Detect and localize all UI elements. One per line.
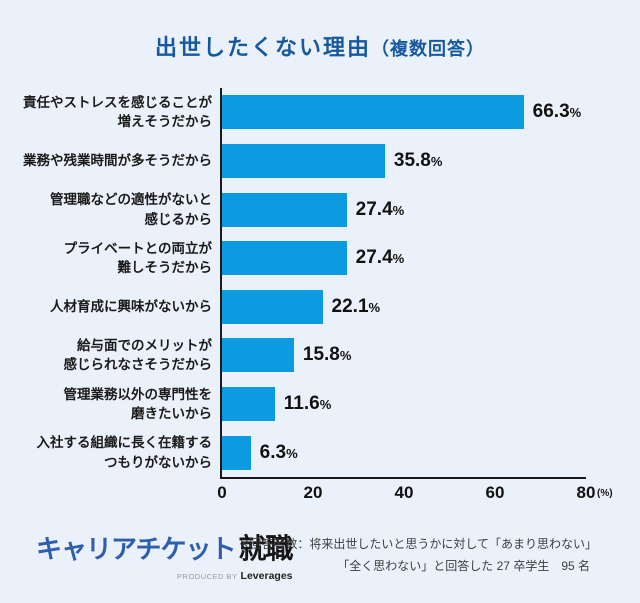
value-label: 66.3%	[532, 101, 582, 123]
chart-title: 出世したくない理由（複数回答）	[0, 30, 640, 62]
bar-row: 責任やストレスを感じることが 増えそうだから 66.3%	[0, 88, 640, 137]
bar-zone: 27.4%	[222, 234, 586, 283]
value-label: 27.4%	[355, 198, 405, 220]
chart-title-paren: （複数回答）	[371, 39, 485, 59]
x-tick-label: 80	[576, 483, 596, 502]
survey-note: ※回答者数：将来出世したいと思うかに対して「あまり思わない」 「全く思わない」と…	[239, 533, 597, 577]
produced-by-label: PRODUCED BY	[177, 572, 238, 581]
value-label: 11.6%	[283, 393, 332, 415]
bar	[222, 95, 524, 130]
logo-suffix-text: 就職	[238, 533, 293, 564]
value-label: 27.4%	[355, 247, 405, 269]
percent-sign: %	[430, 153, 443, 169]
category-label: 給与面でのメリットが 感じられなさそうだから	[63, 337, 213, 373]
horizontal-bar-chart: 責任やストレスを感じることが 増えそうだから 66.3% 業務や残業時間が多そうだから…	[0, 88, 640, 507]
bar	[222, 387, 275, 422]
y-axis-line	[220, 88, 222, 479]
value-label: 6.3%	[259, 441, 298, 463]
percent-sign: %	[569, 105, 582, 121]
bar	[222, 143, 385, 178]
x-axis-line	[220, 477, 586, 479]
x-tick-label: 40	[394, 483, 414, 502]
category-label: 責任やストレスを感じることが 増えそうだから	[23, 94, 212, 130]
bar	[222, 241, 347, 276]
footer: キャリアチケット 就職 PRODUCED BY Leverages ※回答者数：将来…	[0, 513, 640, 603]
percent-sign: %	[319, 397, 332, 413]
bar	[222, 435, 251, 470]
bar-row: 管理業務以外の専門性を 磨きたいから 11.6%	[0, 380, 640, 429]
bar-row: 入社する組織に長く在籍する つもりがないから 6.3%	[0, 428, 640, 477]
bar-row: 管理職などの適性がないと 感じるから 27.4%	[0, 185, 640, 234]
value-label: 35.8%	[393, 149, 443, 171]
bar	[222, 192, 347, 227]
x-tick-label: 0	[217, 483, 227, 502]
percent-sign: %	[392, 251, 405, 267]
bar-row: プライベートとの両立が 難しそうだから 27.4%	[0, 234, 640, 283]
category-label: 業務や残業時間が多そうだから	[23, 153, 212, 169]
chart-title-main: 出世したくない理由	[154, 35, 371, 60]
bar-zone: 66.3%	[222, 88, 586, 137]
value-label: 15.8%	[302, 344, 352, 366]
bar-zone: 15.8%	[222, 331, 586, 380]
bar-zone: 35.8%	[222, 137, 586, 186]
category-label: 入社する組織に長く在籍する つもりがないから	[36, 435, 213, 470]
x-axis-unit-label: (%)	[597, 488, 613, 499]
bar-row: 人材育成に興味がないから 22.1%	[0, 283, 640, 332]
percent-sign: %	[368, 299, 381, 315]
bar-rows: 責任やストレスを感じることが 増えそうだから 66.3% 業務や残業時間が多そうだから…	[0, 88, 640, 479]
category-label: 管理業務以外の専門性を 磨きたいから	[63, 386, 213, 422]
survey-note-line2: 「全く思わない」と回答した 27 卒学生 95 名	[337, 559, 590, 574]
bar-zone: 27.4%	[222, 185, 586, 234]
value-label: 22.1%	[331, 295, 381, 317]
category-label: プライベートとの両立が 難しそうだから	[63, 240, 212, 276]
survey-note-line1: ※回答者数：将来出世したいと思うかに対して「あまり思わない」	[239, 537, 597, 551]
category-label: 人材育成に興味がないから	[50, 299, 212, 315]
category-label: 管理職などの適性がないと 感じるから	[50, 192, 212, 227]
bar	[222, 338, 294, 373]
leverages-label: Leverages	[240, 570, 293, 582]
logo-byline: PRODUCED BY Leverages	[36, 566, 293, 584]
bar-zone: 11.6%	[222, 380, 586, 429]
percent-sign: %	[392, 202, 405, 218]
bar-row: 業務や残業時間が多そうだから 35.8%	[0, 137, 640, 186]
bar-zone: 6.3%	[222, 428, 586, 477]
bar-zone: 22.1%	[222, 283, 586, 332]
x-tick-label: 60	[485, 483, 505, 502]
bar	[222, 289, 323, 324]
bar-row: 給与面でのメリットが 感じられなさそうだから 15.8%	[0, 331, 640, 380]
x-tick-label: 20	[303, 483, 323, 502]
logo-brand-text: キャリアチケット	[36, 534, 236, 564]
x-axis-ticks: (%) 0 20 40 60 80	[217, 479, 612, 507]
logo-wordmark: キャリアチケット 就職	[36, 533, 294, 564]
percent-sign: %	[339, 348, 352, 364]
careerticket-logo: キャリアチケット 就職 PRODUCED BY Leverages	[36, 533, 294, 584]
percent-sign: %	[286, 445, 298, 461]
